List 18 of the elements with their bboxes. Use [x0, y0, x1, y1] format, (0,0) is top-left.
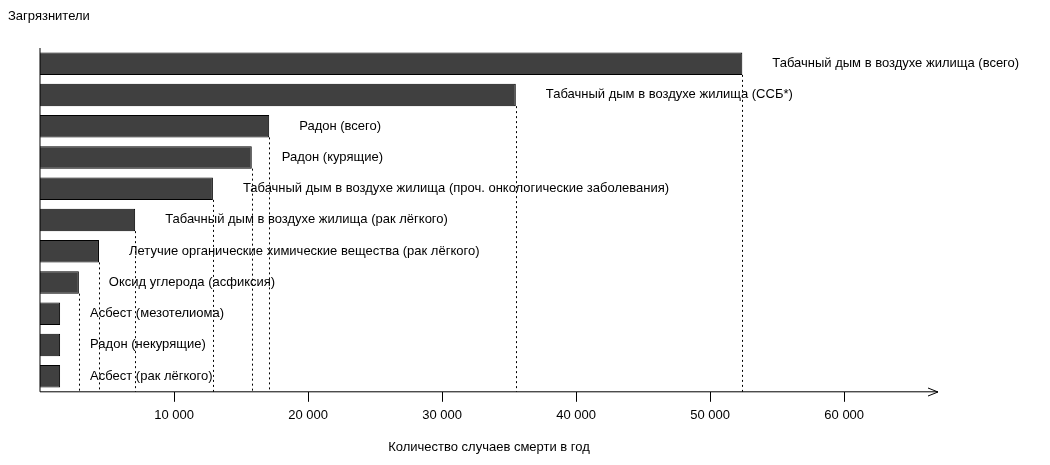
x-tick-label: 10 000 [154, 407, 194, 423]
y-tick-label: Табачный дым в воздухе жилища (проч. онкологические заболевания) [242, 180, 670, 196]
x-tick-label: 60 000 [824, 407, 865, 423]
x-tick-label: 30 000 [422, 407, 462, 423]
y-tick-label: Радон (некурящие) [90, 336, 206, 352]
y-tick-label: Радон (курящие) [281, 148, 383, 164]
y-tick-label: Асбест (мезотелиома) [90, 305, 225, 321]
y-tick-label: Табачный дым в воздухе жилища (рак лёгкого) [165, 211, 448, 227]
x-tick-label: 20 000 [288, 407, 328, 423]
y-axis-title: Загрязнители [8, 8, 90, 24]
y-tick-label: Летучие органические химические вещества (рак лёгкого) [128, 242, 480, 258]
y-tick-label: Асбест (рак лёгкого) [90, 367, 213, 383]
y-tick-label: Радон (всего) [299, 117, 382, 133]
y-tick-label: Табачный дым в воздухе жилища (ССБ*) [545, 86, 793, 102]
x-tick-label: 50 000 [690, 407, 731, 423]
x-axis-title: Количество случаев смерти в год [388, 438, 591, 454]
x-tick-label: 40 000 [556, 407, 596, 423]
y-tick-label: Табачный дым в воздухе жилища (всего) [772, 55, 1020, 71]
